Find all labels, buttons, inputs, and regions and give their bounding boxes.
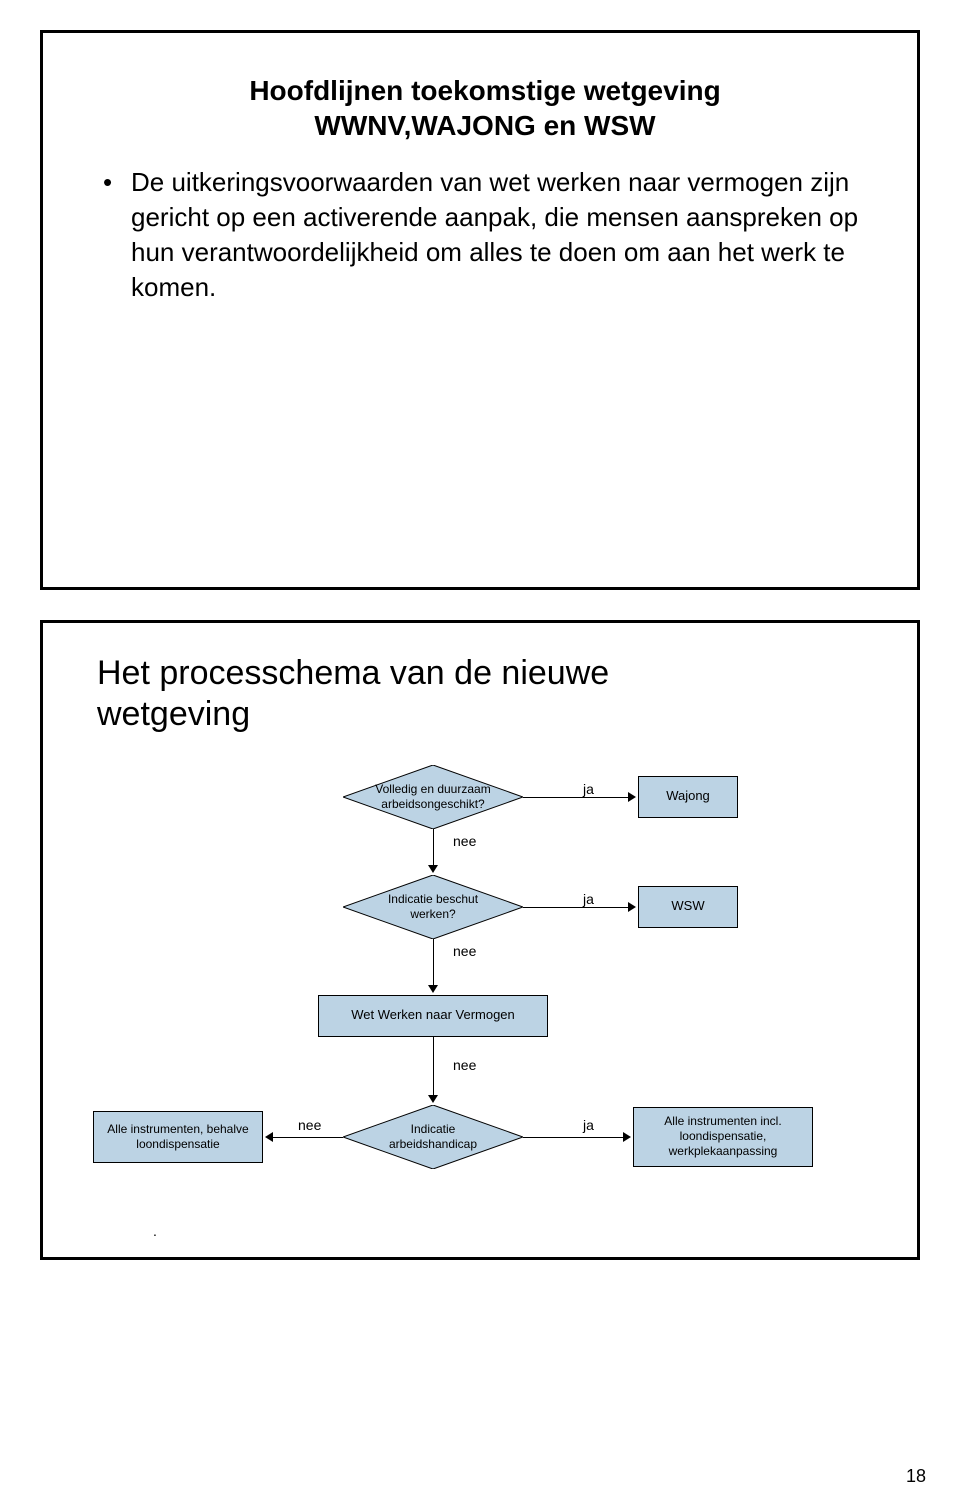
label-nee-4: nee: [298, 1117, 321, 1133]
label-nee-1: nee: [453, 833, 476, 849]
box-wwnv: Wet Werken naar Vermogen: [318, 995, 548, 1037]
decision-indicatie-beschut: Indicatie beschut werken?: [343, 875, 523, 939]
decision-volledig-duurzaam: Volledig en duurzaam arbeidsongeschikt?: [343, 765, 523, 829]
slide1-title-line1: Hoofdlijnen toekomstige wetgeving: [249, 75, 720, 106]
decision-indicatie-arbeidshandicap: Indicatie arbeidshandicap: [343, 1105, 523, 1169]
decision1-label: Volledig en duurzaam arbeidsongeschikt?: [343, 782, 523, 812]
decision2-label: Indicatie beschut werken?: [343, 892, 523, 922]
right-box-label: Alle instrumenten incl. loondispensatie,…: [634, 1114, 812, 1159]
slide-1: Hoofdlijnen toekomstige wetgeving WWNV,W…: [40, 30, 920, 590]
label-ja-1: ja: [583, 781, 594, 797]
wwnv-label: Wet Werken naar Vermogen: [351, 1007, 515, 1023]
left-box-label: Alle instrumenten, behalve loondispensat…: [94, 1122, 262, 1152]
slide2-title: Het processchema van de nieuwe wetgeving: [83, 653, 887, 735]
stray-period: .: [153, 1223, 157, 1239]
label-ja-2: ja: [583, 891, 594, 907]
page-number: 18: [906, 1466, 926, 1487]
flowchart: Volledig en duurzaam arbeidsongeschikt? …: [83, 765, 887, 1205]
slide-2: Het processchema van de nieuwe wetgeving…: [40, 620, 920, 1260]
slide1-bullet: De uitkeringsvoorwaarden van wet werken …: [103, 165, 867, 305]
label-nee-2: nee: [453, 943, 476, 959]
box-alle-instrumenten-behalve: Alle instrumenten, behalve loondispensat…: [93, 1111, 263, 1163]
box-alle-instrumenten-incl: Alle instrumenten incl. loondispensatie,…: [633, 1107, 813, 1167]
decision3-label: Indicatie arbeidshandicap: [343, 1122, 523, 1152]
box-wajong: Wajong: [638, 776, 738, 818]
label-nee-3: nee: [453, 1057, 476, 1073]
label-ja-3: ja: [583, 1117, 594, 1133]
wajong-label: Wajong: [666, 788, 710, 804]
box-wsw: WSW: [638, 886, 738, 928]
wsw-label: WSW: [671, 898, 704, 914]
slide1-title: Hoofdlijnen toekomstige wetgeving WWNV,W…: [103, 73, 867, 143]
slide1-title-line2: WWNV,WAJONG en WSW: [314, 110, 655, 141]
